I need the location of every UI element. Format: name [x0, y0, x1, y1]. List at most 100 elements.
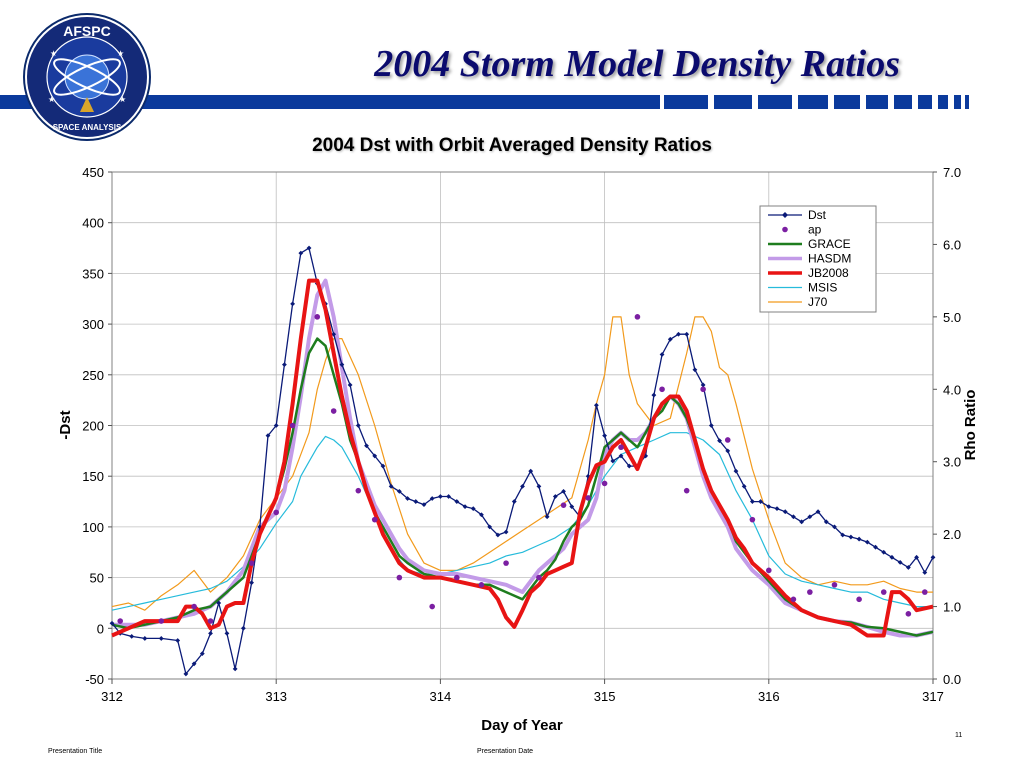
axis-ticks: 450 400 350 300 250 200 150 100 50 0 -50 312 313 314 3… [82, 165, 961, 704]
x-axis-label: Day of Year [481, 717, 563, 734]
ap-point [766, 567, 772, 574]
x-tick-label: 312 [101, 689, 123, 704]
ap-point [905, 611, 912, 617]
dst-point [667, 336, 673, 342]
ap-point [921, 589, 928, 595]
x-tick-label: 314 [430, 689, 452, 704]
dst-point [725, 448, 731, 454]
series-msis-line [111, 432, 933, 611]
dst-point [782, 509, 788, 515]
dst-point [240, 625, 246, 631]
ap-point [289, 422, 296, 429]
dst-point [528, 468, 534, 474]
ap-point [724, 437, 731, 443]
dst-point [741, 483, 747, 489]
dst-point [446, 494, 452, 499]
y2-tick-label: 0.0 [943, 672, 961, 687]
y2-tick-label: 2.0 [943, 527, 961, 542]
dst-point [364, 443, 369, 449]
ap-point [478, 582, 485, 588]
banner-block [866, 95, 888, 109]
dst-point [684, 331, 690, 337]
logo-bottom-text: SPACE ANALYSIS [53, 123, 122, 132]
dst-point [158, 636, 164, 641]
dst-point [676, 331, 681, 337]
dst-point [618, 453, 624, 459]
y2-axis-label: Rho Ratio [962, 390, 979, 461]
dst-point [659, 352, 665, 357]
dst-point [290, 301, 296, 307]
dst-point [717, 438, 722, 444]
y-tick-label: 150 [82, 469, 104, 484]
afspc-logo: ★ ★ ★ ★ AFSPC SPACE ANALYSIS [23, 13, 151, 141]
svg-text:★: ★ [117, 49, 124, 58]
ap-point [355, 487, 362, 494]
y2-tick-label: 1.0 [943, 600, 961, 615]
dst-point [396, 489, 402, 494]
legend-label-j70: J70 [808, 295, 828, 309]
dst-point [421, 502, 427, 507]
y-tick-label: 450 [82, 165, 104, 180]
y2-tick-label: 6.0 [943, 237, 961, 252]
x-tick-label: 317 [922, 689, 944, 704]
banner-block [938, 95, 948, 109]
y-tick-label: 200 [82, 419, 104, 434]
dst-point [840, 532, 846, 538]
dst-point [298, 250, 304, 256]
svg-text:★: ★ [48, 95, 55, 104]
x-tick-label: 313 [265, 689, 287, 704]
ap-point [601, 480, 608, 487]
ap-point [585, 495, 591, 501]
dst-point [429, 496, 435, 501]
ap-point [273, 509, 280, 516]
dst-point [454, 499, 460, 504]
dst-point [708, 423, 714, 428]
banner-block [664, 95, 708, 109]
dst-point [347, 382, 353, 388]
dst-point [282, 362, 287, 368]
ap-point [831, 582, 838, 588]
dst-point [265, 433, 271, 439]
dst-point [889, 554, 895, 560]
dst-point [823, 519, 829, 525]
ap-point [880, 589, 887, 595]
banner-block [758, 95, 792, 109]
legend-label-ap: ap [808, 223, 822, 237]
dst-point [799, 519, 805, 525]
series-group [109, 245, 936, 677]
dst-point [142, 636, 148, 641]
dst-point [593, 402, 599, 408]
dst-point [905, 565, 911, 570]
y-tick-label: 250 [82, 368, 104, 383]
dst-point [520, 483, 525, 489]
y-tick-label: 100 [82, 520, 104, 535]
ap-point [248, 560, 255, 566]
ap-point [634, 314, 641, 320]
banner-block [834, 95, 860, 109]
ap-point [683, 487, 690, 494]
ap-point [790, 596, 797, 603]
dst-point [864, 539, 870, 545]
dst-point [355, 423, 361, 428]
ap-point [503, 560, 509, 566]
dst-point [807, 514, 813, 520]
dst-point [881, 549, 887, 555]
dst-point [331, 331, 337, 337]
ap-point [807, 589, 813, 595]
dst-point [380, 463, 386, 469]
slide-title: 2004 Storm Model Density Ratios [374, 43, 900, 85]
dst-point [832, 524, 837, 530]
svg-text:★: ★ [50, 49, 57, 58]
footer-presentation-date: Presentation Date [477, 748, 534, 755]
legend-label-dst: Dst [808, 208, 827, 222]
dst-point [199, 651, 205, 657]
banner-block [714, 95, 752, 109]
banner-block [965, 95, 969, 109]
dst-point [774, 506, 780, 512]
dst-point [856, 536, 862, 542]
ap-point [330, 408, 337, 414]
dst-point [479, 512, 484, 518]
dst-point [610, 458, 616, 464]
dst-point [569, 504, 575, 510]
ap-point [560, 502, 567, 508]
